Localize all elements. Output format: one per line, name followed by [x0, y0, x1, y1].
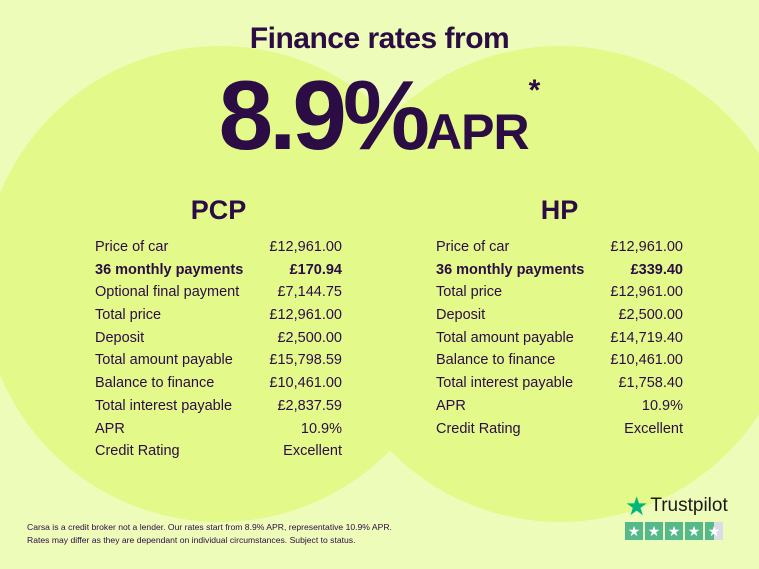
row-label: Optional final payment: [95, 284, 240, 301]
table-row: Deposit £2,500.00: [436, 304, 683, 327]
row-label: APR: [436, 397, 466, 414]
rate-suffix: APR: [426, 104, 530, 160]
row-value: £12,961.00: [610, 284, 683, 301]
trustpilot-badge[interactable]: ★ Trustpilot ★ ★ ★ ★ ★: [625, 493, 728, 540]
row-label: Deposit: [95, 329, 145, 346]
rate-asterisk: *: [528, 74, 541, 107]
row-value: £7,144.75: [277, 284, 342, 301]
row-value: £15,798.59: [269, 352, 342, 369]
table-row: Deposit £2,500.00: [95, 327, 342, 350]
table-row: Total amount payable £14,719.40: [436, 327, 683, 350]
hp-rows: Price of car £12,961.00 36 monthly payment…: [436, 236, 683, 440]
table-row: Credit Rating Excellent: [436, 418, 683, 441]
row-value: £2,500.00: [277, 329, 342, 346]
row-value: 10.9%: [641, 397, 683, 414]
rating-star-icon: ★: [645, 522, 663, 540]
row-value: £12,961.00: [269, 307, 342, 324]
rating-star-icon: ★: [705, 522, 723, 540]
trustpilot-logo: ★ Trustpilot: [625, 493, 728, 519]
row-value: 10.9%: [300, 420, 342, 437]
row-value: £1,758.40: [618, 375, 683, 392]
row-value: Excellent: [624, 420, 683, 437]
row-label: Deposit: [436, 307, 486, 324]
row-value: Excellent: [283, 443, 342, 460]
row-label: Credit Rating: [436, 420, 521, 437]
table-row: Credit Rating Excellent: [95, 440, 342, 463]
hp-table: HP Price of car £12,961.00 36 monthly paym…: [436, 195, 683, 440]
rate-display: 8.9%APR*: [0, 66, 759, 164]
pcp-rows: Price of car £12,961.00 36 monthly payment…: [95, 236, 342, 463]
row-value: £10,461.00: [269, 375, 342, 392]
table-row: Balance to finance £10,461.00: [436, 349, 683, 372]
row-label: 36 monthly payments: [95, 261, 244, 278]
table-row: Total price £12,961.00: [436, 281, 683, 304]
row-label: Price of car: [436, 239, 510, 255]
table-row: Total interest payable £1,758.40: [436, 372, 683, 395]
row-value: £339.40: [630, 261, 683, 278]
row-label: Price of car: [95, 239, 169, 255]
rating-star-icon: ★: [625, 522, 643, 540]
row-label: Total amount payable: [95, 352, 233, 369]
table-row: Balance to finance £10,461.00: [95, 372, 342, 395]
row-value: £12,961.00: [269, 239, 342, 255]
hp-title: HP: [540, 195, 579, 225]
row-label: Balance to finance: [95, 375, 215, 392]
row-label: Credit Rating: [95, 443, 180, 460]
disclaimer-line: Carsa is a credit broker not a lender. O…: [27, 522, 392, 532]
table-row: APR 10.9%: [95, 418, 342, 441]
table-row: Price of car £12,961.00: [95, 236, 342, 259]
table-row: Total amount payable £15,798.59: [95, 349, 342, 372]
row-value: £12,961.00: [610, 239, 683, 255]
table-row: Total interest payable £2,837.59: [95, 395, 342, 418]
disclaimer: Carsa is a credit broker not a lender. O…: [27, 521, 392, 547]
trustpilot-rating: ★ ★ ★ ★ ★: [625, 522, 728, 540]
trustpilot-label: Trustpilot: [650, 495, 728, 516]
rating-star-icon: ★: [685, 522, 703, 540]
table-row: Price of car £12,961.00: [436, 236, 683, 259]
rating-star-icon: ★: [665, 522, 683, 540]
table-row: 36 monthly payments £170.94: [95, 259, 342, 282]
table-row: 36 monthly payments £339.40: [436, 259, 683, 282]
row-label: Total price: [95, 307, 162, 324]
decorative-circle-right: [322, 46, 759, 522]
row-value: £10,461.00: [610, 352, 683, 369]
headline: Finance rates from: [249, 22, 510, 55]
row-label: 36 monthly payments: [436, 261, 585, 278]
row-value: £2,837.59: [277, 397, 342, 414]
table-row: Optional final payment £7,144.75: [95, 281, 342, 304]
row-label: Total price: [436, 284, 503, 301]
row-label: APR: [95, 420, 125, 437]
row-value: £14,719.40: [610, 329, 683, 346]
table-row: Total price £12,961.00: [95, 304, 342, 327]
row-label: Total interest payable: [436, 375, 574, 392]
table-row: APR 10.9%: [436, 395, 683, 418]
row-value: £2,500.00: [618, 307, 683, 324]
row-label: Total amount payable: [436, 329, 574, 346]
row-label: Balance to finance: [436, 352, 556, 369]
decorative-circle-left: [0, 46, 458, 522]
row-value: £170.94: [289, 261, 342, 278]
pcp-table: PCP Price of car £12,961.00 36 monthly pay…: [95, 195, 342, 463]
row-label: Total interest payable: [95, 397, 233, 414]
star-icon: ★: [625, 491, 649, 521]
disclaimer-line: Rates may differ as they are dependant o…: [27, 535, 356, 545]
rate-value: 8.9%: [218, 60, 430, 170]
pcp-title: PCP: [190, 195, 247, 225]
